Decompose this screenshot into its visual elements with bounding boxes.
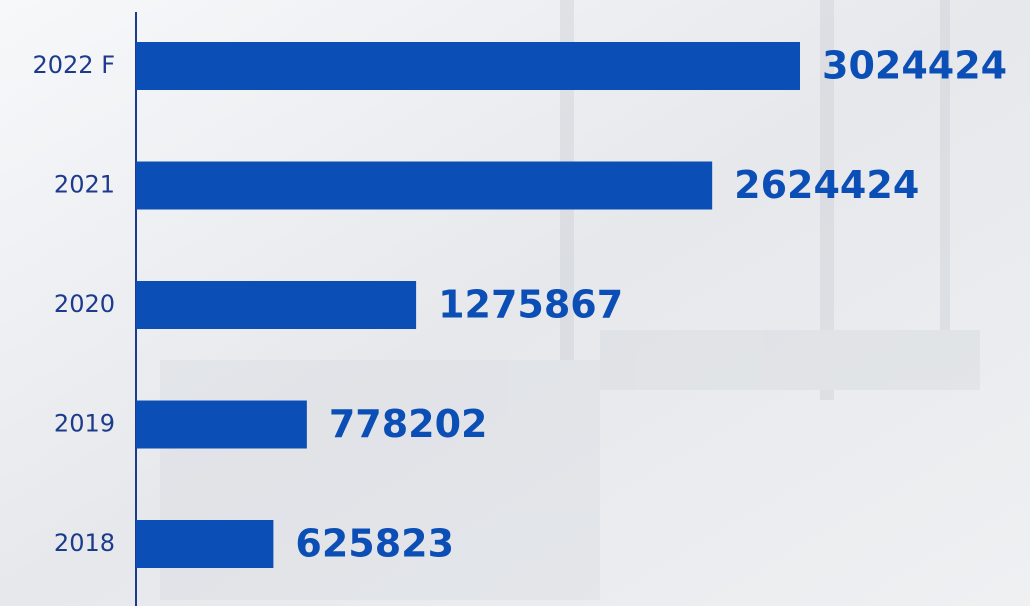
bar xyxy=(136,42,800,90)
value-label: 2624424 xyxy=(734,163,919,207)
background-shelves xyxy=(160,0,980,600)
category-label: 2021 xyxy=(54,171,115,199)
value-label: 3024424 xyxy=(822,44,1007,88)
category-label: 2019 xyxy=(54,410,115,438)
bar xyxy=(136,161,713,210)
category-label: 2022 F xyxy=(32,51,115,79)
category-label: 2020 xyxy=(54,290,115,318)
value-label: 625823 xyxy=(295,522,454,566)
bar xyxy=(136,400,307,449)
bar xyxy=(136,281,417,329)
bar xyxy=(136,520,274,568)
value-label: 1275867 xyxy=(438,283,623,327)
value-label: 778202 xyxy=(329,402,488,446)
category-label: 2018 xyxy=(54,529,115,557)
